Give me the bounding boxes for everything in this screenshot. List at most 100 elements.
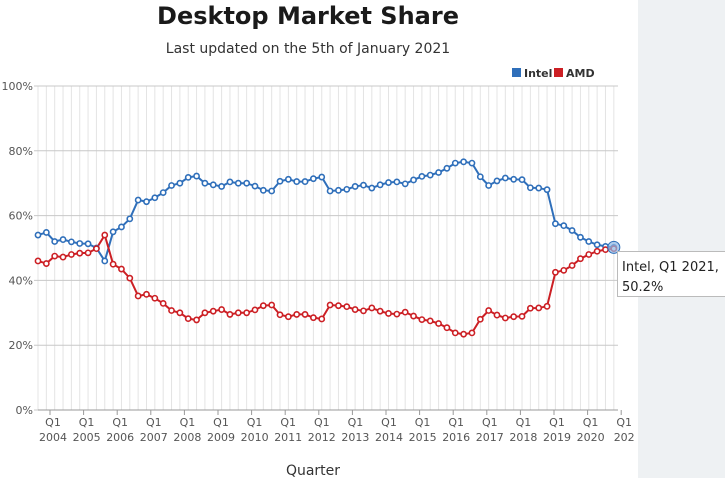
data-point-intel[interactable] bbox=[443, 164, 451, 172]
legend-swatch-intel[interactable] bbox=[512, 68, 521, 77]
data-point-amd[interactable] bbox=[393, 310, 401, 318]
data-point-intel[interactable] bbox=[234, 179, 242, 187]
data-point-amd[interactable] bbox=[51, 252, 59, 260]
data-point-intel[interactable] bbox=[410, 176, 417, 184]
data-point-amd[interactable] bbox=[318, 315, 326, 323]
data-point-intel[interactable] bbox=[134, 196, 142, 204]
data-point-amd[interactable] bbox=[93, 245, 100, 253]
data-point-intel[interactable] bbox=[118, 223, 125, 231]
data-point-intel[interactable] bbox=[84, 240, 92, 248]
data-point-amd[interactable] bbox=[151, 294, 159, 302]
data-point-amd[interactable] bbox=[184, 315, 192, 323]
data-point-intel[interactable] bbox=[276, 177, 284, 185]
data-point-amd[interactable] bbox=[535, 304, 543, 312]
data-point-intel[interactable] bbox=[284, 175, 292, 183]
data-point-intel[interactable] bbox=[318, 173, 326, 181]
data-point-amd[interactable] bbox=[126, 274, 134, 282]
data-point-amd[interactable] bbox=[468, 329, 476, 337]
data-point-intel[interactable] bbox=[385, 179, 392, 186]
data-point-intel[interactable] bbox=[301, 178, 309, 185]
data-point-intel[interactable] bbox=[159, 189, 167, 196]
data-point-amd[interactable] bbox=[543, 302, 551, 310]
data-point-amd[interactable] bbox=[360, 307, 367, 315]
data-point-intel[interactable] bbox=[451, 159, 459, 167]
data-point-intel[interactable] bbox=[209, 181, 217, 189]
data-point-intel[interactable] bbox=[501, 174, 509, 182]
data-point-amd[interactable] bbox=[401, 308, 409, 316]
data-point-amd[interactable] bbox=[585, 251, 593, 258]
data-point-amd[interactable] bbox=[101, 231, 109, 239]
data-point-amd[interactable] bbox=[209, 307, 217, 315]
data-point-amd[interactable] bbox=[218, 306, 225, 313]
data-point-intel[interactable] bbox=[585, 238, 593, 245]
data-point-amd[interactable] bbox=[34, 257, 42, 265]
data-point-intel[interactable] bbox=[535, 184, 543, 192]
data-point-intel[interactable] bbox=[351, 183, 359, 190]
data-point-amd[interactable] bbox=[118, 265, 125, 273]
data-point-intel[interactable] bbox=[577, 233, 584, 241]
data-point-amd[interactable] bbox=[418, 316, 426, 324]
data-point-intel[interactable] bbox=[526, 184, 534, 192]
data-point-intel[interactable] bbox=[34, 231, 42, 239]
data-point-amd[interactable] bbox=[518, 312, 526, 320]
data-point-intel[interactable] bbox=[251, 182, 259, 190]
data-point-intel[interactable] bbox=[418, 172, 426, 180]
data-point-amd[interactable] bbox=[84, 249, 92, 257]
data-point-intel[interactable] bbox=[510, 175, 518, 183]
data-point-intel[interactable] bbox=[560, 222, 568, 230]
data-point-amd[interactable] bbox=[335, 302, 342, 310]
data-point-amd[interactable] bbox=[301, 311, 309, 318]
data-point-intel[interactable] bbox=[51, 238, 59, 245]
data-point-intel[interactable] bbox=[67, 238, 75, 246]
data-point-intel[interactable] bbox=[176, 179, 184, 187]
data-point-intel[interactable] bbox=[568, 227, 576, 234]
data-point-intel[interactable] bbox=[184, 173, 192, 181]
data-point-intel[interactable] bbox=[543, 186, 551, 194]
data-point-intel[interactable] bbox=[552, 220, 559, 228]
data-point-intel[interactable] bbox=[426, 171, 434, 179]
data-point-intel[interactable] bbox=[101, 257, 109, 265]
series-line-intel[interactable] bbox=[37, 160, 614, 264]
data-point-amd[interactable] bbox=[568, 262, 576, 269]
data-point-amd[interactable] bbox=[476, 315, 484, 323]
data-point-amd[interactable] bbox=[368, 304, 376, 312]
data-point-intel[interactable] bbox=[259, 186, 267, 194]
data-point-intel[interactable] bbox=[485, 182, 493, 189]
data-point-intel[interactable] bbox=[468, 159, 476, 167]
data-point-intel[interactable] bbox=[268, 187, 276, 195]
data-point-intel[interactable] bbox=[226, 178, 234, 186]
data-point-intel[interactable] bbox=[368, 184, 376, 192]
data-point-amd[interactable] bbox=[134, 292, 142, 300]
data-point-amd[interactable] bbox=[143, 290, 150, 298]
data-point-amd[interactable] bbox=[560, 266, 568, 274]
data-point-intel[interactable] bbox=[243, 179, 251, 187]
data-point-amd[interactable] bbox=[268, 301, 276, 309]
data-point-amd[interactable] bbox=[309, 314, 317, 322]
data-point-intel[interactable] bbox=[393, 178, 401, 186]
data-point-intel[interactable] bbox=[476, 173, 484, 181]
data-point-amd[interactable] bbox=[577, 255, 584, 263]
data-point-intel[interactable] bbox=[435, 169, 442, 176]
data-point-amd[interactable] bbox=[426, 317, 434, 325]
data-point-amd[interactable] bbox=[293, 311, 301, 318]
data-point-amd[interactable] bbox=[168, 307, 175, 314]
data-point-amd[interactable] bbox=[343, 303, 351, 311]
data-point-amd[interactable] bbox=[435, 320, 442, 327]
data-point-intel[interactable] bbox=[460, 158, 468, 166]
data-point-amd[interactable] bbox=[234, 309, 242, 317]
data-point-amd[interactable] bbox=[243, 309, 251, 317]
data-point-amd[interactable] bbox=[410, 312, 417, 320]
data-point-intel[interactable] bbox=[76, 240, 84, 247]
data-point-intel[interactable] bbox=[293, 178, 301, 185]
data-point-amd[interactable] bbox=[460, 330, 468, 338]
data-point-intel[interactable] bbox=[218, 183, 225, 190]
data-point-intel[interactable] bbox=[42, 229, 50, 236]
data-point-amd[interactable] bbox=[510, 313, 518, 321]
data-point-amd[interactable] bbox=[59, 253, 67, 261]
data-point-amd[interactable] bbox=[385, 310, 392, 317]
data-point-intel[interactable] bbox=[143, 198, 150, 206]
data-point-intel[interactable] bbox=[493, 177, 501, 185]
legend-label-intel[interactable]: Intel bbox=[524, 67, 552, 80]
data-point-amd[interactable] bbox=[76, 249, 84, 257]
data-point-amd[interactable] bbox=[159, 300, 167, 307]
